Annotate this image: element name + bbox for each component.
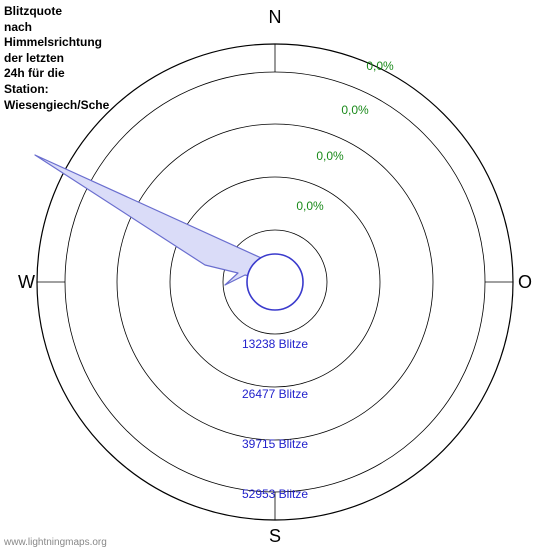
footer-credit: www.lightningmaps.org: [4, 537, 107, 548]
percent-label: 0,0%: [296, 199, 324, 213]
percent-label: 0,0%: [366, 59, 394, 73]
lightning-shape: [35, 155, 275, 285]
compass-label-w: W: [18, 272, 35, 292]
compass-label-n: N: [269, 7, 282, 27]
inner-hole: [247, 254, 303, 310]
compass-label-s: S: [269, 526, 281, 546]
count-label: 26477 Blitze: [242, 387, 308, 401]
compass-label-o: O: [518, 272, 532, 292]
count-label: 39715 Blitze: [242, 437, 308, 451]
count-label: 13238 Blitze: [242, 337, 308, 351]
chart-title: Blitzquote nach Himmelsrichtung der letz…: [4, 4, 109, 113]
percent-label: 0,0%: [316, 149, 344, 163]
percent-label: 0,0%: [341, 103, 369, 117]
count-label: 52953 Blitze: [242, 487, 308, 501]
